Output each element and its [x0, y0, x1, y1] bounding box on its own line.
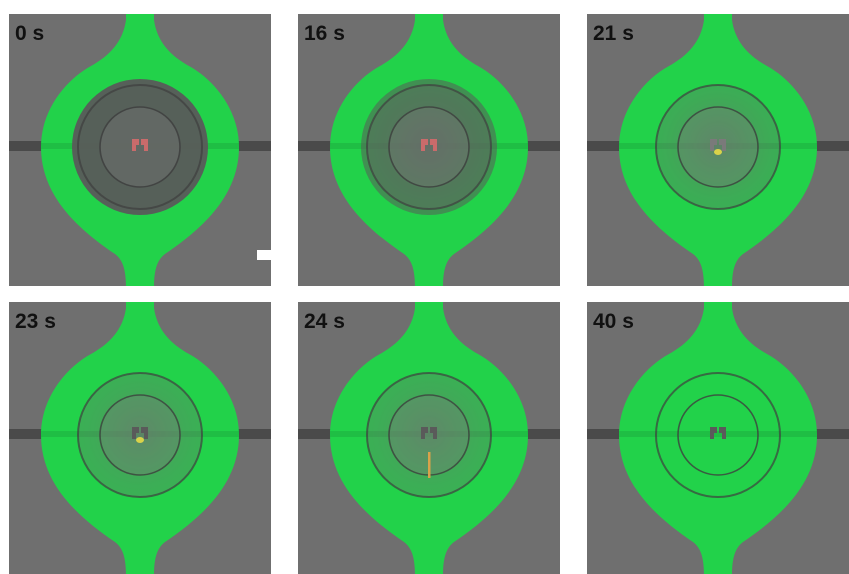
cell-trap — [710, 427, 726, 439]
outer-ring — [366, 84, 492, 210]
frame-panel: 23 s — [9, 302, 271, 574]
cell-trap — [421, 427, 437, 439]
outer-ring — [366, 372, 492, 498]
frame-image — [587, 14, 849, 286]
inner-ring — [677, 394, 759, 476]
inner-ring — [99, 394, 181, 476]
frame-panel: 21 s — [587, 14, 849, 286]
time-label: 24 s — [304, 310, 345, 333]
frame-panel: 0 s — [9, 14, 271, 286]
scale-bar — [257, 250, 271, 260]
frame-image — [9, 14, 271, 286]
time-label: 40 s — [593, 310, 634, 333]
frame-panel: 16 s — [298, 14, 560, 286]
outer-ring — [77, 84, 203, 210]
cell-trap — [132, 139, 148, 151]
inner-ring — [677, 106, 759, 188]
time-label: 21 s — [593, 22, 634, 45]
time-label: 23 s — [15, 310, 56, 333]
cell-trap — [421, 139, 437, 151]
outer-ring — [655, 84, 781, 210]
frame-image — [9, 302, 271, 574]
fluorescent-chamber — [619, 302, 817, 574]
frame-image — [298, 302, 560, 574]
time-label: 0 s — [15, 22, 45, 45]
inner-ring — [99, 106, 181, 188]
cell-trap — [132, 427, 148, 439]
inner-ring — [388, 106, 470, 188]
frame-image — [298, 14, 560, 286]
outer-ring — [655, 372, 781, 498]
frame-panel: 24 s — [298, 302, 560, 574]
cell-trap — [710, 139, 726, 151]
frame-image — [587, 302, 849, 574]
outer-ring — [77, 372, 203, 498]
frame-panel: 40 s — [587, 302, 849, 574]
time-label: 16 s — [304, 22, 345, 45]
